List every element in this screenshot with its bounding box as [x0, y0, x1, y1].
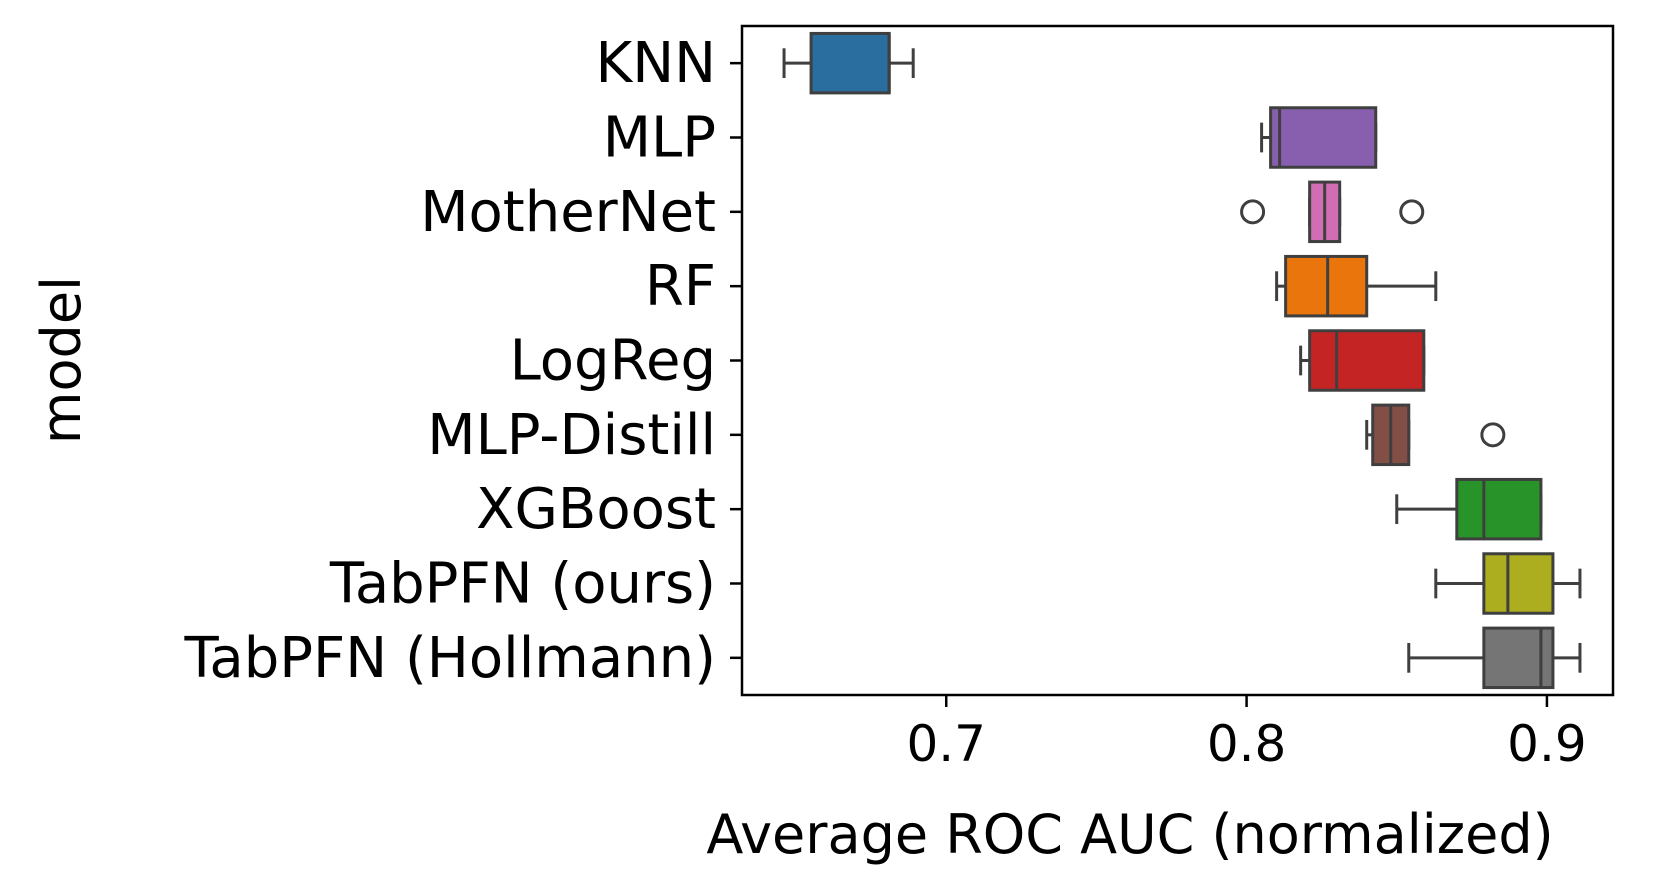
x-axis: 0.7 0.8 0.9 — [906, 695, 1587, 773]
box-mothernet — [1240, 180, 1425, 244]
iqr-box-mlp — [1269, 106, 1378, 169]
box-tabpfn-ours — [1434, 552, 1582, 615]
ytick-label-logreg: LogReg — [510, 329, 716, 394]
box-xgboost — [1395, 477, 1543, 541]
box-mlp-distill — [1365, 403, 1506, 467]
xtick-label-2: 0.8 — [1207, 715, 1287, 773]
iqr-box-tabpfn-hollmann — [1482, 626, 1555, 690]
iqr-box-knn — [809, 31, 891, 95]
ytick-label-tabpfn-hollmann: TabPFN (Hollmann) — [183, 626, 716, 691]
xtick-label-1: 0.7 — [906, 715, 986, 773]
box-tabpfn-hollmann — [1407, 626, 1582, 690]
ytick-label-rf: RF — [645, 254, 716, 319]
box-rf — [1275, 254, 1438, 318]
iqr-box-xgboost — [1455, 477, 1543, 541]
ytick-label-xgboost: XGBoost — [476, 477, 716, 542]
outlier-mlp-distill-1 — [1480, 422, 1506, 448]
ytick-label-mothernet: MotherNet — [420, 180, 716, 245]
box-mlp — [1260, 106, 1378, 169]
iqr-box-rf — [1284, 254, 1369, 318]
outlier-mothernet-2 — [1399, 199, 1425, 225]
box-knn — [782, 31, 915, 95]
y-axis-label: model — [30, 276, 93, 444]
iqr-box-logreg — [1308, 329, 1426, 392]
box-logreg — [1299, 329, 1426, 392]
y-axis: KNN MLP MotherNet RF LogReg MLP-Distill XGBoos… — [183, 31, 742, 691]
ytick-label-knn: KNN — [595, 31, 716, 96]
plot-area — [782, 31, 1582, 690]
iqr-box-tabpfn-ours — [1482, 552, 1555, 615]
ytick-label-tabpfn-ours: TabPFN (ours) — [329, 552, 716, 617]
x-axis-label: Average ROC AUC (normalized) — [706, 803, 1553, 866]
outlier-mothernet-1 — [1240, 199, 1266, 225]
ytick-label-mlp-distill: MLP-Distill — [427, 403, 716, 468]
xtick-label-3: 0.9 — [1507, 715, 1587, 773]
ytick-label-mlp: MLP — [603, 106, 716, 171]
